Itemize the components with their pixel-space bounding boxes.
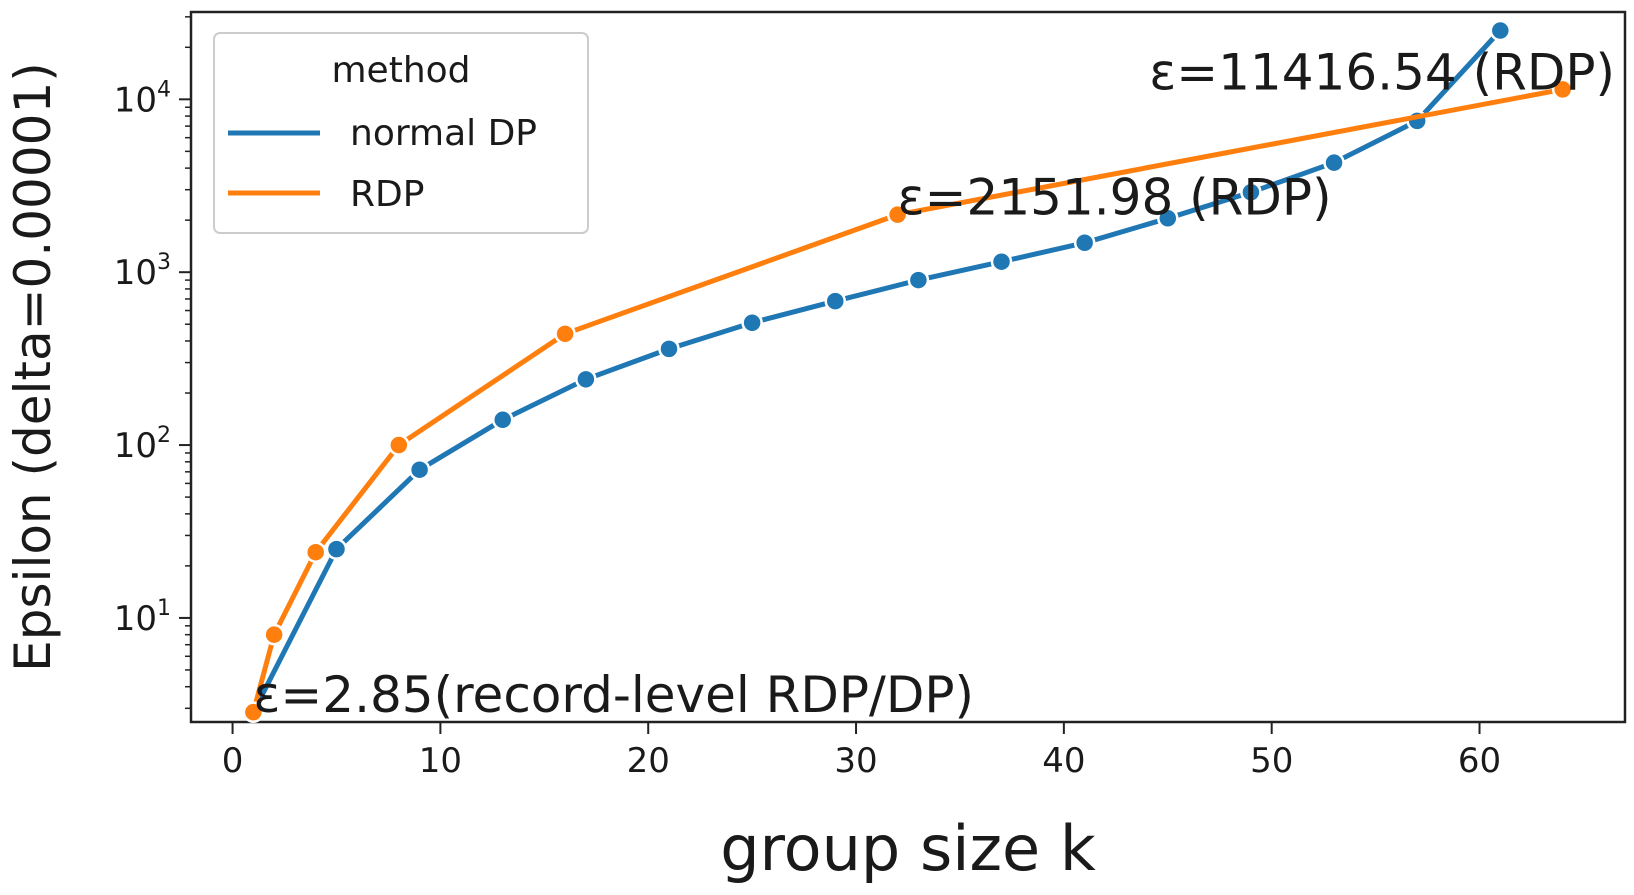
data-point-normal-dp [1323, 151, 1345, 174]
data-point-rdp [304, 541, 327, 563]
data-point-normal-dp [491, 409, 514, 431]
data-point-normal-dp [1157, 207, 1179, 230]
legend-label-rdp: RDP [350, 174, 424, 215]
y-tick-label: 103 [114, 250, 171, 293]
x-tick-label: 0 [222, 741, 244, 781]
data-point-rdp [554, 323, 576, 345]
legend: method normal DP RDP [213, 32, 589, 234]
annotation-label: ε=2151.98 (RDP) [898, 169, 1332, 227]
data-point-normal-dp [1240, 181, 1262, 204]
data-point-normal-dp [575, 368, 597, 391]
data-point-rdp [263, 623, 285, 646]
x-tick-label: 60 [1458, 741, 1501, 781]
data-point-normal-dp [1489, 19, 1512, 42]
x-tick-label: 10 [419, 741, 462, 781]
x-tick-label: 30 [834, 741, 877, 781]
data-point-rdp [242, 701, 265, 723]
annotation-label: ε=2.85(record-level RDP/DP) [253, 666, 974, 724]
data-point-normal-dp [990, 250, 1013, 273]
data-point-rdp [886, 203, 909, 226]
x-tick-label: 20 [627, 741, 670, 781]
legend-title: method [331, 50, 470, 91]
x-axis-ticks: 0 10 20 30 40 50 60 [222, 722, 1501, 781]
y-tick-label: 104 [114, 77, 171, 120]
legend-label-normal-dp: normal DP [350, 113, 537, 154]
x-tick-label: 50 [1250, 741, 1293, 781]
x-tick-label: 40 [1042, 741, 1085, 781]
data-point-normal-dp [408, 458, 431, 481]
data-point-rdp [388, 434, 410, 456]
data-point-normal-dp [907, 269, 930, 291]
y-tick-label: 101 [114, 596, 171, 639]
data-point-normal-dp [741, 311, 763, 334]
series-line-normal-dp [250, 28, 1503, 715]
y-axis-title: Epsilon (delta=0.00001) [4, 62, 62, 672]
data-point-rdp [1551, 78, 1574, 101]
data-point-normal-dp [325, 538, 348, 560]
y-axis-ticks: 101 102 103 104 [114, 16, 191, 710]
data-point-normal-dp [824, 290, 847, 312]
y-tick-label: 102 [114, 423, 171, 466]
annotation-label: ε=11416.54 (RDP) [1149, 43, 1615, 101]
legend-box [213, 32, 589, 234]
series-layer [242, 19, 1574, 723]
x-axis-title: group size k [720, 812, 1096, 885]
data-point-normal-dp [658, 338, 680, 360]
annotation-layer: ε=2.85(record-level RDP/DP) ε=2151.98 (RD… [253, 43, 1615, 724]
data-point-normal-dp [1073, 232, 1096, 254]
